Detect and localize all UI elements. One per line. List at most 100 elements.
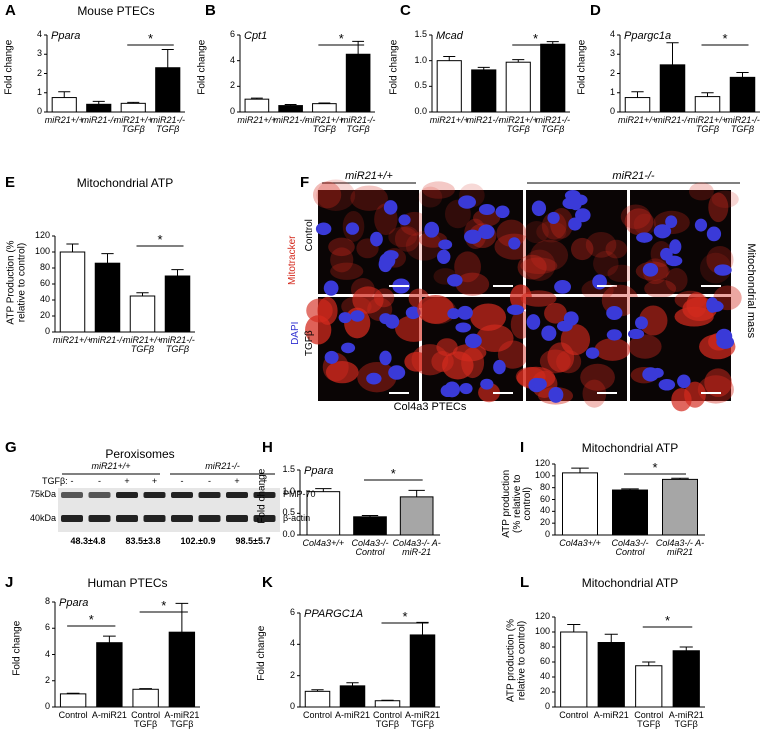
y-tick-label: 3: [609, 48, 615, 59]
blot-band: [171, 515, 193, 522]
error-bar: [443, 56, 456, 61]
nucleus: [642, 263, 659, 277]
x-tick-label: Control: [559, 710, 589, 720]
bar: [244, 98, 270, 113]
y-tick-label: 100: [534, 469, 550, 480]
error-bar: [631, 91, 644, 98]
error-bar: [408, 489, 425, 497]
y-tick-label: 120: [534, 611, 550, 621]
nucleus: [444, 381, 460, 398]
nucleus: [606, 329, 622, 341]
cell-stain: [420, 297, 457, 325]
x-tick-label: A-miR21 TGFβ: [668, 710, 704, 730]
bar: [409, 634, 436, 708]
nucleus: [714, 264, 732, 276]
cell-stain: [520, 257, 558, 274]
cell-stain: [405, 231, 443, 261]
nucleus: [478, 224, 495, 240]
treatment-sign: +: [124, 476, 130, 486]
nucleus: [706, 297, 719, 313]
error-bar: [679, 646, 693, 651]
y-tick-label: 20: [39, 310, 50, 320]
nucleus: [315, 222, 332, 236]
y-tick-label: 80: [539, 481, 550, 492]
row-label: Control: [303, 219, 315, 252]
cell-stain: [312, 181, 342, 209]
bar: [560, 631, 588, 708]
error-bar: [139, 688, 152, 690]
gene-label: Ppara: [51, 30, 81, 42]
blot-band: [116, 492, 138, 498]
significance-label: *: [652, 460, 658, 475]
y-tick-label: 60: [39, 278, 50, 288]
error-bar: [250, 97, 263, 100]
x-tick-label: miR21-/-: [81, 115, 116, 125]
nucleus: [379, 350, 392, 366]
chart-title: Human PTECs: [87, 576, 168, 590]
cell-stain: [325, 360, 359, 384]
side-label: Mitochondrial mass: [744, 243, 757, 339]
error-bar: [161, 48, 174, 68]
error-bar: [175, 602, 189, 633]
group-label: miR21-/-: [612, 170, 655, 182]
cell-stain: [544, 302, 567, 324]
x-tick-label: Control: [302, 710, 332, 720]
error-bar: [666, 42, 679, 65]
y-axis-label: Fold change: [195, 39, 207, 95]
nucleus: [585, 347, 600, 359]
x-tick-label: Col4a3+/+: [559, 538, 601, 548]
nucleus: [575, 208, 591, 223]
nucleus: [507, 304, 524, 316]
cell-stain: [536, 221, 567, 243]
significance-label: *: [722, 31, 728, 46]
y-tick-label: 20: [539, 517, 550, 528]
y-tick-label: 0: [289, 701, 295, 711]
y-tick-label: 4: [229, 54, 235, 65]
y-tick-label: 120: [34, 230, 50, 240]
x-tick-label: miR21-/- TGFβ: [535, 115, 570, 135]
nucleus: [366, 372, 382, 385]
nucleus: [606, 305, 623, 321]
cell-stain: [671, 388, 692, 412]
bar: [129, 295, 156, 333]
blot-band: [116, 515, 138, 522]
error-bar: [66, 692, 80, 694]
y-tick-label: 40: [539, 671, 550, 681]
error-bar: [352, 40, 365, 55]
error-bar: [671, 477, 689, 480]
y-tick-label: 2: [44, 674, 50, 685]
panel-letter: H: [262, 439, 273, 456]
gene-label: Ppargc1a: [624, 30, 672, 42]
significance-label: *: [161, 598, 167, 613]
cell-stain: [674, 306, 714, 327]
cell-stain: [422, 181, 455, 199]
y-tick-label: 0: [229, 106, 235, 116]
cell-stain: [454, 251, 481, 283]
nucleus: [464, 333, 482, 349]
panel-letter: D: [590, 2, 601, 19]
bar: [612, 489, 648, 536]
nucleus: [437, 249, 451, 265]
bar: [374, 700, 401, 708]
nucleus: [455, 322, 471, 333]
significance-label: *: [402, 609, 408, 624]
cell-stain: [524, 220, 549, 244]
y-tick-label: 3: [36, 48, 42, 59]
blot-band: [88, 515, 111, 522]
error-bar: [284, 104, 297, 106]
cell-stain: [620, 204, 651, 229]
x-tick-label: miR21+/+: [52, 335, 93, 345]
nucleus: [541, 325, 557, 341]
error-bar: [92, 100, 105, 105]
y-tick-label: 40: [39, 294, 50, 304]
nucleus: [627, 328, 645, 340]
x-tick-label: miR21+/+ TGFβ: [122, 335, 163, 355]
cell-stain: [470, 303, 507, 331]
x-tick-label: A-miR21: [593, 710, 629, 720]
y-tick-label: 0: [36, 106, 42, 116]
y-tick-label: 80: [39, 262, 50, 272]
x-tick-label: Col4a3-/- A-miR-21: [392, 538, 441, 558]
cell-stain: [431, 351, 454, 372]
y-tick-label: 0: [544, 529, 550, 539]
